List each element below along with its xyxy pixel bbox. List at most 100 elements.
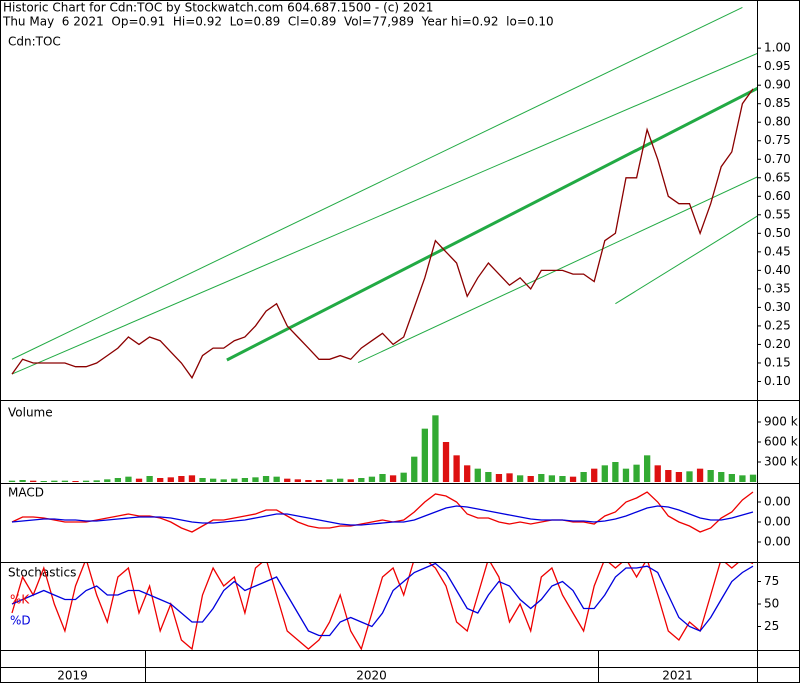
bar	[241, 478, 249, 482]
bar	[453, 455, 460, 482]
y-tick-label: 0.45	[764, 244, 791, 258]
panel-title: Volume	[8, 406, 53, 420]
bar	[284, 478, 291, 482]
header-title: Historic Chart for Cdn:TOC by Stockwatch…	[3, 1, 433, 15]
y-tick-label: 900 k	[764, 415, 798, 429]
bar	[337, 478, 344, 482]
bar	[516, 475, 524, 482]
bar	[125, 476, 132, 482]
y-tick-label: 0.90	[764, 78, 791, 92]
bar	[400, 472, 407, 482]
y-tick-label: 25	[764, 619, 779, 633]
header-subtitle: Thu May 6 2021 Op=0.91 Hi=0.92 Lo=0.89 C…	[2, 15, 554, 29]
y-tick-label: 0.85	[764, 96, 791, 110]
y-tick-label: 1.00	[764, 41, 791, 55]
bar	[61, 480, 69, 482]
bar	[146, 476, 153, 482]
bar	[252, 477, 259, 482]
trendline	[11, 6, 743, 360]
bar	[358, 478, 365, 482]
bar	[379, 474, 386, 482]
y-tick-label: 0.10	[764, 374, 791, 388]
bar	[559, 476, 566, 482]
bar	[8, 480, 16, 482]
y-tick-label: 0.55	[764, 207, 791, 221]
bar	[19, 480, 26, 482]
line	[11, 505, 754, 526]
bar	[696, 468, 704, 482]
y-tick-label: 0.30	[764, 300, 791, 314]
bar	[368, 476, 376, 482]
y-tick-label: 0.20	[764, 337, 791, 351]
bar	[622, 468, 630, 482]
x-tick-label: 2020	[356, 669, 387, 683]
y-tick-label: 75	[764, 574, 779, 588]
bar	[643, 455, 651, 482]
bar	[718, 472, 725, 482]
bar	[262, 476, 270, 482]
bar	[30, 480, 37, 482]
bar	[294, 479, 301, 482]
bar	[432, 415, 439, 482]
y-tick-label: 0.40	[764, 263, 791, 277]
y-tick-label: 0.80	[764, 115, 791, 129]
legend-entry: %K	[10, 593, 30, 607]
trendline	[615, 215, 757, 305]
x-tick-label: 2019	[57, 669, 88, 683]
y-tick-label: 50	[764, 597, 779, 611]
bar	[51, 480, 58, 482]
bar	[527, 476, 534, 482]
y-tick-label: 0.75	[764, 133, 791, 147]
bar	[538, 474, 545, 482]
bar	[411, 456, 418, 482]
line	[11, 563, 754, 650]
line	[11, 491, 754, 533]
y-tick-label: 0.65	[764, 170, 791, 184]
bar	[485, 472, 492, 482]
panel-title: MACD	[8, 486, 44, 500]
bar	[220, 479, 227, 482]
bar	[135, 478, 143, 482]
bar	[326, 479, 333, 482]
plot-area	[11, 563, 754, 650]
y-tick-label: 0.00	[764, 495, 791, 509]
bar	[495, 474, 503, 482]
bar	[209, 478, 217, 482]
y-tick-label: 0.95	[764, 59, 791, 73]
y-tick-label: 0.25	[764, 318, 791, 332]
bar	[749, 474, 757, 482]
x-tick-label: 2021	[662, 669, 693, 683]
bar	[167, 477, 174, 482]
bar	[389, 475, 397, 482]
y-tick-label: 0.15	[764, 355, 791, 369]
bar	[273, 476, 280, 482]
bar	[665, 470, 672, 482]
bar	[315, 480, 323, 482]
bar	[506, 473, 513, 482]
bar	[231, 478, 238, 482]
y-tick-label: 0.60	[764, 189, 791, 203]
bar	[580, 472, 587, 482]
y-tick-label: 0.35	[764, 281, 791, 295]
bar	[421, 428, 428, 482]
bar	[157, 478, 164, 482]
bar	[728, 474, 735, 482]
bar	[178, 476, 185, 482]
y-tick-label: 300 k	[764, 455, 798, 469]
bar	[199, 478, 206, 482]
bar	[569, 476, 577, 482]
y-tick-label: 0.00	[764, 515, 791, 529]
bar	[347, 479, 354, 482]
trendline	[11, 52, 757, 375]
line	[11, 563, 754, 637]
trendline	[226, 86, 757, 362]
trendline	[357, 176, 757, 364]
bar	[548, 475, 556, 482]
y-tick-label: 600 k	[764, 435, 798, 449]
y-tick-label: 0.70	[764, 152, 791, 166]
bar	[464, 465, 471, 482]
bar	[633, 464, 640, 482]
bar	[305, 480, 312, 482]
